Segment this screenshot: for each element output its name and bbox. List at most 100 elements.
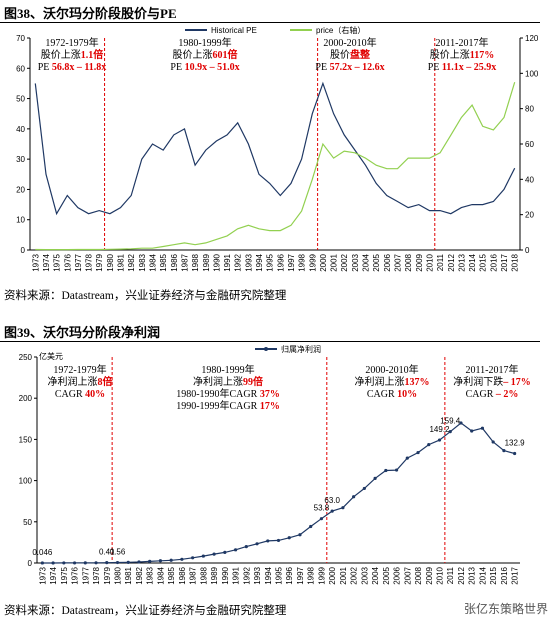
y-tick-label: 20 bbox=[16, 185, 25, 194]
x-tick-label: 1976 bbox=[71, 566, 80, 584]
y-tick-label: 70 bbox=[16, 34, 25, 43]
x-tick-label: 1994 bbox=[255, 253, 264, 271]
annotation-part: PE bbox=[428, 62, 442, 73]
annotation: 净利润上涨8倍 bbox=[48, 375, 113, 388]
x-tick-label: 2007 bbox=[394, 253, 403, 271]
x-tick-label: 1989 bbox=[202, 253, 211, 271]
point-marker bbox=[62, 561, 66, 565]
annotation-part: CAGR bbox=[367, 389, 397, 400]
point-marker bbox=[405, 456, 409, 460]
annotation-part: CAGR bbox=[55, 389, 85, 400]
point-marker bbox=[51, 561, 55, 565]
source: 资料来源：Datastream，兴业证券经济与金融研究院整理 bbox=[4, 290, 287, 302]
x-tick-label: 1998 bbox=[307, 566, 316, 584]
annotation-part: 盘整 bbox=[350, 48, 370, 61]
annotation: CAGR 40% bbox=[55, 389, 105, 400]
annotation-part: 40% bbox=[85, 389, 105, 400]
x-tick-label: 1975 bbox=[53, 253, 62, 271]
annotation-part: 11.1x – 25.9x bbox=[442, 62, 496, 73]
annotation: 2000-2010年 bbox=[365, 363, 418, 376]
y-tick-label: 0 bbox=[21, 246, 26, 255]
x-tick-label: 1988 bbox=[199, 566, 208, 584]
x-tick-label: 2013 bbox=[468, 566, 477, 584]
point-marker bbox=[319, 517, 324, 521]
x-tick-label: 2003 bbox=[351, 253, 360, 271]
annotation: 1980-1999年 bbox=[201, 363, 254, 376]
legend-label: 归属净利润 bbox=[281, 344, 321, 354]
x-tick-label: 1977 bbox=[81, 566, 90, 584]
x-tick-label: 1979 bbox=[103, 566, 112, 584]
annotation-part: 2000-2010年 bbox=[323, 36, 376, 49]
y-tick-label: 40 bbox=[16, 125, 25, 134]
x-tick-label: 2013 bbox=[457, 253, 466, 271]
data-label: 0.41 bbox=[99, 548, 115, 557]
point-marker bbox=[115, 560, 120, 565]
annotation-part: 56.8x – 11.8x bbox=[52, 62, 106, 73]
point-marker bbox=[330, 509, 334, 513]
point-marker bbox=[244, 545, 248, 549]
x-tick-label: 1993 bbox=[253, 566, 262, 584]
x-tick-label: 2009 bbox=[425, 566, 434, 584]
annotation-part: 1972-1979年 bbox=[53, 363, 106, 376]
x-tick-label: 1980 bbox=[106, 253, 115, 271]
annotation-part: 净利润上涨 bbox=[355, 375, 405, 388]
x-tick-label: 2017 bbox=[500, 253, 509, 271]
x-tick-label: 1981 bbox=[124, 566, 133, 584]
x-tick-label: 2006 bbox=[383, 253, 392, 271]
x-tick-label: 2011 bbox=[446, 566, 455, 584]
annotation-part: 37% bbox=[260, 389, 280, 400]
annotation-part: 10% bbox=[397, 389, 417, 400]
point-marker bbox=[341, 506, 345, 510]
figure-caption: 图39、沃尔玛分阶段净利润 bbox=[4, 325, 161, 340]
x-tick-label: 1993 bbox=[244, 253, 253, 271]
x-tick-label: 2008 bbox=[414, 566, 423, 584]
point-marker bbox=[83, 561, 87, 565]
x-tick-label: 1997 bbox=[296, 566, 305, 584]
x-tick-label: 2007 bbox=[403, 566, 412, 584]
x-tick-label: 2015 bbox=[479, 253, 488, 271]
point-marker bbox=[266, 539, 270, 543]
x-tick-label: 1989 bbox=[210, 566, 219, 584]
annotation: PE 11.1x – 25.9x bbox=[428, 62, 497, 73]
x-tick-label: 1998 bbox=[298, 253, 307, 271]
x-tick-label: 1999 bbox=[308, 253, 317, 271]
annotation-part: 2011-2017年 bbox=[436, 36, 489, 49]
y2-tick-label: 0 bbox=[525, 246, 530, 255]
x-tick-label: 1996 bbox=[285, 566, 294, 584]
x-tick-label: 2012 bbox=[457, 566, 466, 584]
legend-label: price（右轴） bbox=[316, 25, 365, 35]
point-marker bbox=[201, 554, 205, 558]
annotation-part: 1980-1999年 bbox=[178, 36, 231, 49]
annotation: PE 56.8x – 11.8x bbox=[38, 62, 107, 73]
point-marker bbox=[416, 450, 420, 455]
point-marker bbox=[233, 548, 238, 552]
data-label: 53.8 bbox=[314, 504, 330, 513]
point-marker bbox=[223, 550, 227, 554]
point-marker bbox=[480, 426, 485, 430]
x-tick-label: 2014 bbox=[468, 253, 477, 271]
x-tick-label: 1991 bbox=[232, 566, 241, 584]
legend-marker bbox=[264, 347, 268, 351]
source: 资料来源：Datastream，兴业证券经济与金融研究院整理 bbox=[4, 605, 287, 617]
y2-tick-label: 100 bbox=[525, 69, 539, 78]
point-marker bbox=[298, 533, 302, 537]
rule bbox=[0, 341, 540, 342]
series-line bbox=[34, 81, 516, 216]
data-label: 159.4 bbox=[440, 417, 461, 426]
annotation-part: 净利润上涨 bbox=[48, 375, 98, 388]
y-tick-label: 200 bbox=[19, 394, 33, 403]
data-label: 149.2 bbox=[429, 425, 450, 434]
annotation-part: 137% bbox=[405, 377, 430, 388]
point-marker bbox=[212, 552, 216, 556]
point-marker bbox=[158, 559, 163, 563]
y-tick-label: 30 bbox=[16, 155, 25, 164]
annotation-part: – 2% bbox=[495, 389, 519, 400]
point-marker bbox=[384, 468, 388, 473]
annotation-part: 1980-1999年 bbox=[201, 363, 254, 376]
x-tick-label: 2001 bbox=[330, 253, 339, 271]
y-tick-label: 10 bbox=[16, 216, 25, 225]
series-line bbox=[35, 82, 516, 251]
x-tick-label: 1994 bbox=[264, 566, 273, 584]
x-tick-label: 1987 bbox=[180, 253, 189, 271]
